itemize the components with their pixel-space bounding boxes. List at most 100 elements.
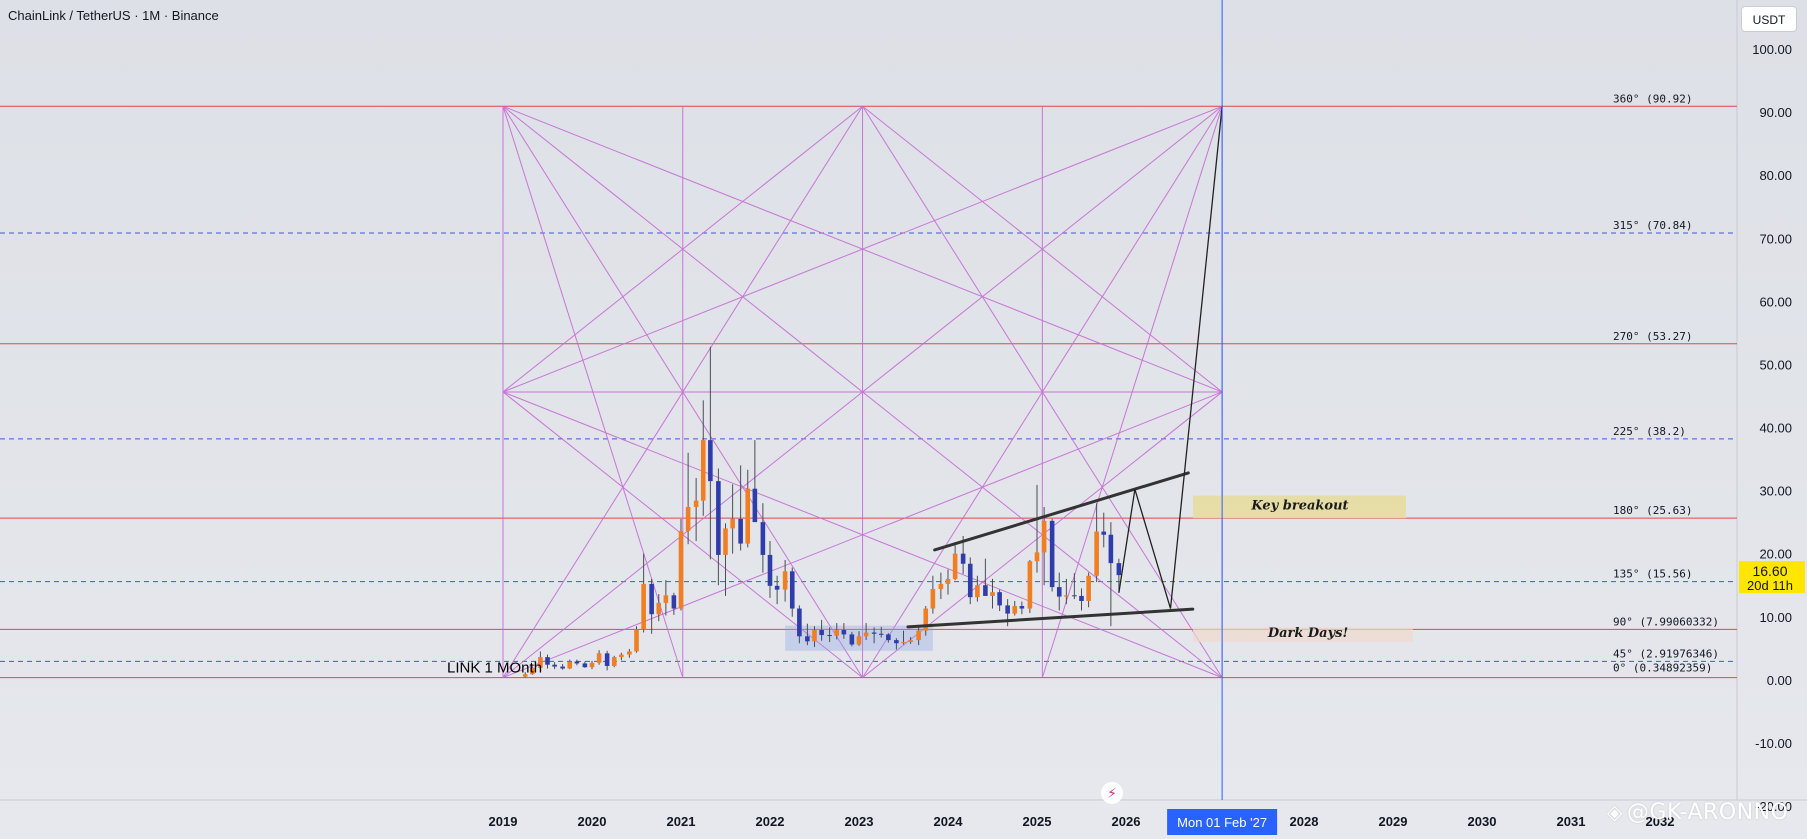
currency-badge[interactable]: USDT <box>1741 6 1797 32</box>
candle <box>1034 484 1040 573</box>
candle <box>671 592 677 615</box>
candle <box>930 575 936 614</box>
candle <box>738 465 743 551</box>
candle-body <box>923 608 929 631</box>
candle-body <box>545 657 550 665</box>
candle-body <box>1072 595 1077 597</box>
gann-line <box>1041 106 1223 678</box>
candle <box>1056 572 1062 611</box>
candle-body <box>990 592 995 596</box>
level-labels: 360° (90.92) 315° (70.84) 270° (53.27) 225°… <box>1613 92 1719 674</box>
candle-body <box>930 588 936 609</box>
candle-body <box>649 583 654 615</box>
level-label: 45° (2.91976346) <box>1613 647 1719 660</box>
time-tick-label: 2024 <box>934 814 964 829</box>
candle-body <box>530 667 535 675</box>
candle <box>886 633 891 643</box>
candle-body <box>774 585 780 590</box>
candle-body <box>1101 531 1107 535</box>
candle-body <box>878 633 884 635</box>
candle <box>1094 503 1099 583</box>
candle-body <box>789 571 795 609</box>
candle-body <box>871 632 877 634</box>
candle-body <box>1019 606 1025 609</box>
price-tick-label: 70.00 <box>1759 231 1792 246</box>
candle-body <box>619 654 624 658</box>
time-tick-label: 2030 <box>1468 814 1497 829</box>
candle-body <box>886 634 891 641</box>
price-tick-label: 20.00 <box>1759 547 1792 562</box>
candle <box>1101 512 1107 548</box>
candle <box>945 569 951 595</box>
candle <box>611 655 617 668</box>
candle-body <box>767 554 773 586</box>
price-tick-label: 80.00 <box>1759 168 1792 183</box>
annotations: LINK 1 MOnth Key breakout Dark Days! <box>447 499 1349 677</box>
candle <box>975 575 980 602</box>
gann-line <box>502 105 863 393</box>
candle <box>1049 518 1055 592</box>
candle <box>752 440 758 523</box>
candle <box>894 638 899 650</box>
candle <box>723 523 728 596</box>
candle-body <box>678 530 684 609</box>
tradingview-logo-icon[interactable]: ⚡ <box>1101 782 1123 804</box>
candle <box>871 627 877 644</box>
candle-body <box>967 563 973 598</box>
candle <box>745 469 751 548</box>
candle <box>923 606 929 636</box>
candle <box>604 650 610 671</box>
candle-body <box>738 518 743 544</box>
candle <box>952 542 958 581</box>
candle <box>693 477 699 542</box>
time-axis-ticks: 2019 2020 2021 2022 2023 2024 2025 2026 2028 2029… <box>489 814 1675 829</box>
candle-body <box>552 664 557 667</box>
candle-body <box>819 629 824 636</box>
level-label: 225° (38.2) <box>1613 425 1686 438</box>
gann-line <box>502 106 684 678</box>
candle-body <box>1079 595 1084 601</box>
candle <box>685 452 691 545</box>
symbol-title[interactable]: ChainLink / TetherUS · 1M · Binance <box>8 8 219 23</box>
candle-body <box>1034 552 1040 562</box>
candle-body <box>901 641 906 644</box>
candle <box>849 631 855 647</box>
wedge-line <box>906 607 1195 629</box>
candle <box>901 630 906 645</box>
candle <box>619 652 624 661</box>
candle-body <box>827 635 832 637</box>
candle-body <box>1027 561 1033 609</box>
candle-body <box>849 634 855 645</box>
time-tick-label: 2020 <box>578 814 607 829</box>
candle-body <box>983 585 988 596</box>
candle <box>596 650 602 665</box>
level-label: 180° (25.63) <box>1613 504 1692 517</box>
annotation-dark-days: Dark Days! <box>1267 626 1348 641</box>
watermark: ◈ @GK-ARONNO <box>1607 800 1788 825</box>
candle-body <box>708 440 713 482</box>
candle <box>1072 573 1077 600</box>
candle-body <box>567 661 573 669</box>
candle <box>1012 600 1018 616</box>
level-label: 315° (70.84) <box>1613 219 1692 232</box>
candle-body <box>716 481 721 555</box>
time-tick-label: 2031 <box>1557 814 1586 829</box>
time-tick-label: 2023 <box>845 814 874 829</box>
candle-body <box>1064 595 1069 597</box>
level-lines <box>0 105 1737 679</box>
candle-body <box>1005 605 1010 614</box>
candle-body <box>671 595 677 609</box>
candle <box>805 623 810 646</box>
candle-body <box>582 663 588 668</box>
candle-body <box>685 506 691 531</box>
candle <box>708 346 713 560</box>
candle-body <box>1108 534 1114 564</box>
candle-body <box>856 636 862 645</box>
candle-body <box>975 585 980 598</box>
candle <box>627 648 632 658</box>
candle <box>589 660 595 670</box>
candle <box>530 666 535 675</box>
candle <box>522 672 528 678</box>
candle <box>538 651 543 670</box>
